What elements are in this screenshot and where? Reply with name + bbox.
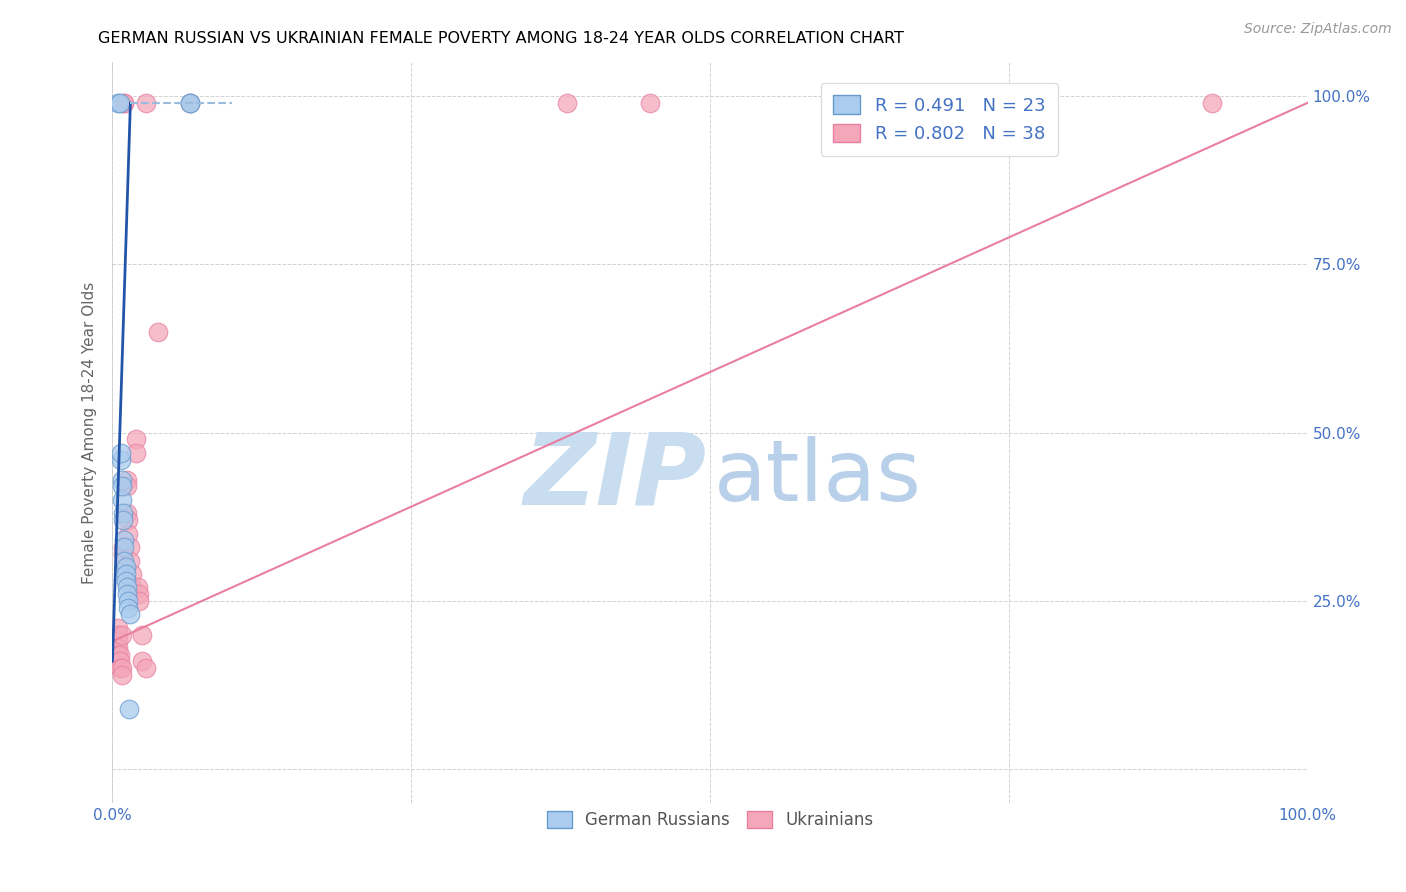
Point	[114, 566, 136, 581]
Legend: German Russians, Ukrainians: German Russians, Ukrainians	[537, 801, 883, 838]
Point	[117, 600, 139, 615]
Point	[111, 627, 134, 641]
Point	[640, 95, 662, 110]
Point	[146, 325, 169, 339]
Point	[110, 452, 132, 467]
Point	[108, 95, 131, 110]
Point	[107, 634, 129, 648]
Point	[118, 701, 141, 715]
Point	[114, 95, 135, 110]
Point	[117, 594, 139, 608]
Text: ZIP: ZIP	[523, 428, 706, 525]
Point	[125, 433, 148, 447]
Point	[121, 581, 143, 595]
Point	[121, 566, 143, 581]
Point	[1201, 95, 1223, 110]
Point	[115, 479, 138, 493]
Point	[114, 540, 135, 554]
Point	[111, 661, 134, 675]
Point	[120, 540, 142, 554]
Text: Source: ZipAtlas.com: Source: ZipAtlas.com	[1244, 22, 1392, 37]
Point	[128, 587, 150, 601]
Point	[135, 661, 157, 675]
Point	[131, 627, 153, 641]
Point	[114, 95, 135, 110]
Point	[115, 587, 138, 601]
Point	[108, 648, 131, 662]
Point	[120, 553, 142, 567]
Point	[135, 95, 157, 110]
Point	[108, 661, 131, 675]
Point	[131, 655, 153, 669]
Point	[179, 95, 201, 110]
Point	[114, 553, 135, 567]
Point	[114, 533, 135, 548]
Point	[120, 607, 142, 622]
Point	[112, 540, 135, 554]
Point	[127, 581, 149, 595]
Point	[110, 446, 132, 460]
Point	[179, 95, 201, 110]
Point	[107, 640, 129, 655]
Point	[107, 95, 129, 110]
Text: GERMAN RUSSIAN VS UKRAINIAN FEMALE POVERTY AMONG 18-24 YEAR OLDS CORRELATION CHA: GERMAN RUSSIAN VS UKRAINIAN FEMALE POVER…	[98, 31, 904, 46]
Point	[112, 513, 135, 527]
Point	[112, 507, 135, 521]
Point	[115, 507, 138, 521]
Point	[107, 621, 129, 635]
Point	[117, 526, 139, 541]
Point	[117, 513, 139, 527]
Text: atlas: atlas	[714, 435, 921, 518]
Point	[555, 95, 578, 110]
Point	[111, 492, 134, 507]
Point	[115, 581, 138, 595]
Point	[115, 473, 138, 487]
Point	[111, 473, 134, 487]
Point	[114, 574, 136, 588]
Y-axis label: Female Poverty Among 18-24 Year Olds: Female Poverty Among 18-24 Year Olds	[82, 282, 97, 583]
Point	[107, 627, 129, 641]
Point	[111, 479, 134, 493]
Point	[107, 648, 129, 662]
Point	[108, 655, 131, 669]
Point	[125, 446, 148, 460]
Point	[114, 560, 136, 574]
Point	[179, 95, 201, 110]
Point	[128, 594, 150, 608]
Point	[112, 547, 135, 561]
Point	[111, 668, 134, 682]
